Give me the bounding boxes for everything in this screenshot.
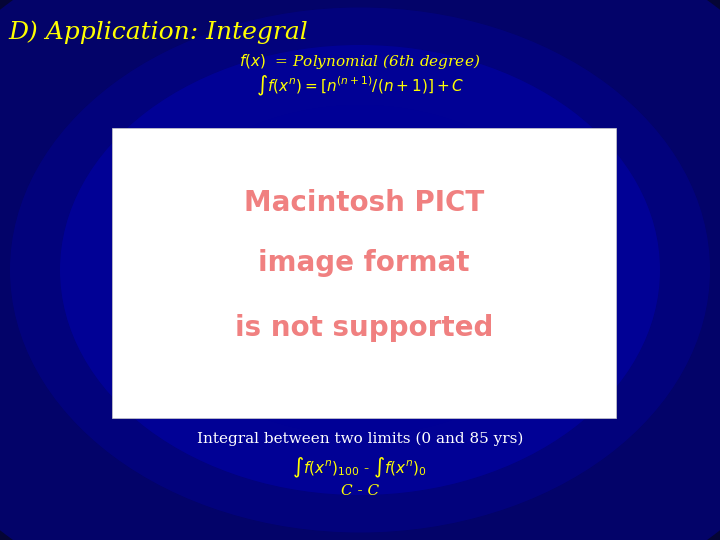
Text: $f(x)$  = Polynomial (6th degree): $f(x)$ = Polynomial (6th degree) — [239, 52, 481, 71]
Text: Macintosh PICT: Macintosh PICT — [244, 189, 484, 217]
Ellipse shape — [140, 105, 580, 435]
Bar — [112, 128, 616, 418]
Text: D) Application: Integral: D) Application: Integral — [8, 20, 307, 44]
Text: C - C: C - C — [341, 484, 379, 498]
Text: image format: image format — [258, 249, 469, 277]
Ellipse shape — [60, 45, 660, 495]
Ellipse shape — [10, 8, 710, 532]
Ellipse shape — [230, 172, 490, 368]
Text: $\int f(x^n) = [n^{(n+1)}/(n+1)] + C$: $\int f(x^n) = [n^{(n+1)}/(n+1)] + C$ — [256, 74, 464, 98]
Text: is not supported: is not supported — [235, 314, 493, 342]
Text: $\int f(x^n)_{100}$ - $\int f(x^n)_0$: $\int f(x^n)_{100}$ - $\int f(x^n)_0$ — [292, 456, 428, 480]
Text: Integral between two limits (0 and 85 yrs): Integral between two limits (0 and 85 yr… — [197, 432, 523, 447]
